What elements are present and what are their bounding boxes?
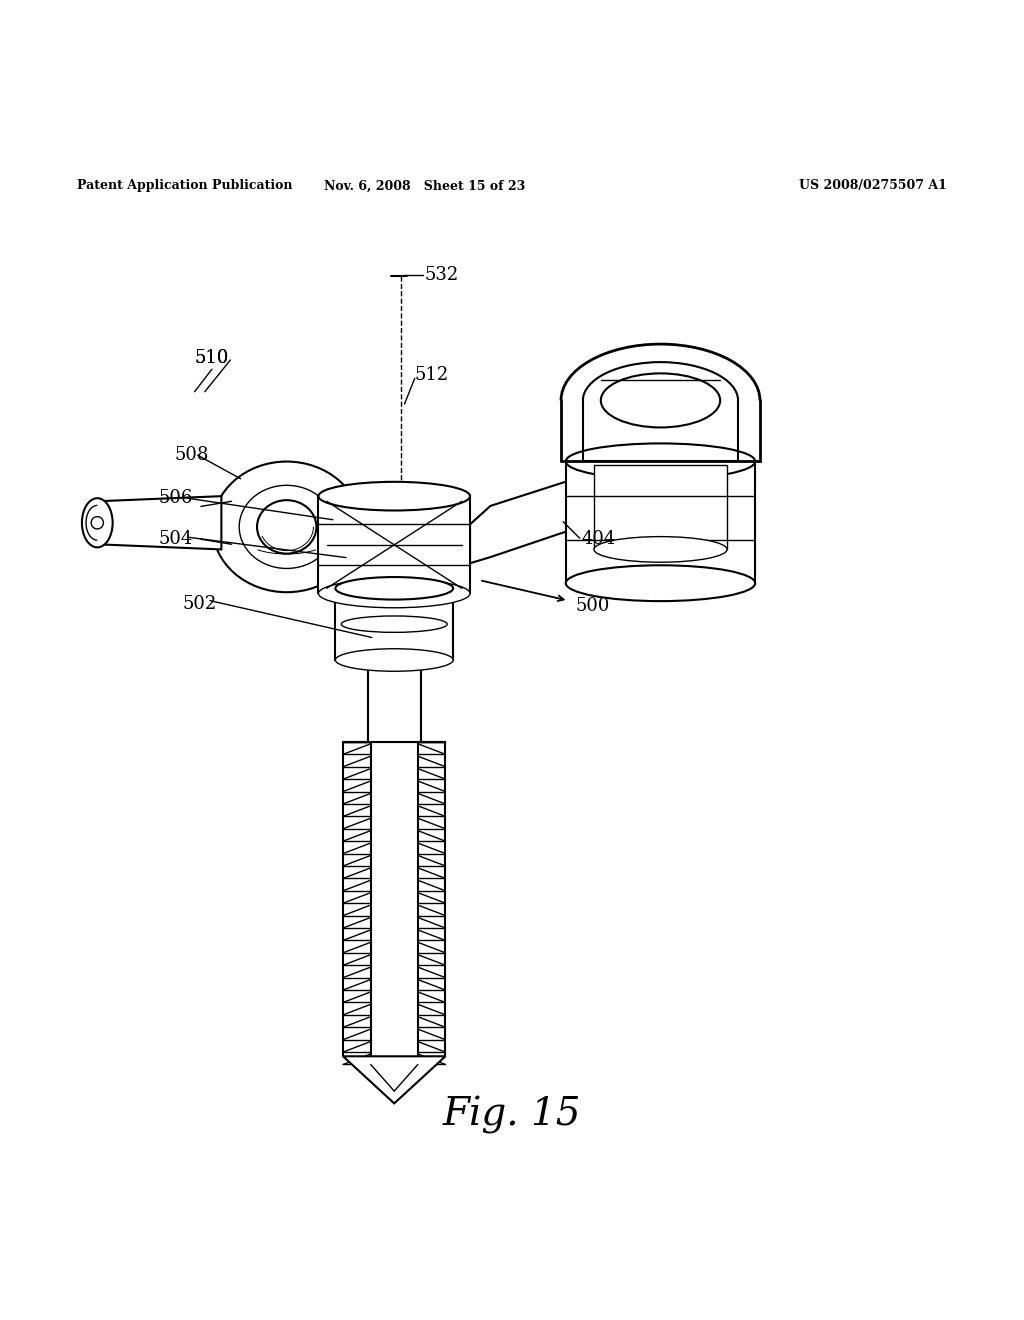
Text: 512: 512 — [415, 367, 449, 384]
Text: 404: 404 — [582, 531, 615, 548]
Text: 500: 500 — [575, 597, 610, 615]
Text: 532: 532 — [425, 265, 459, 284]
Ellipse shape — [336, 648, 453, 672]
Polygon shape — [368, 660, 421, 742]
Ellipse shape — [594, 537, 727, 562]
Polygon shape — [565, 462, 756, 583]
Ellipse shape — [341, 616, 447, 632]
Polygon shape — [318, 496, 470, 594]
Ellipse shape — [336, 577, 453, 599]
Text: 506: 506 — [159, 490, 194, 507]
Polygon shape — [470, 455, 620, 564]
Text: US 2008/0275507 A1: US 2008/0275507 A1 — [800, 180, 947, 193]
Text: 510: 510 — [195, 348, 229, 367]
Ellipse shape — [565, 565, 756, 601]
Ellipse shape — [318, 482, 470, 511]
Text: 504: 504 — [159, 531, 193, 548]
Ellipse shape — [213, 462, 361, 593]
Ellipse shape — [318, 579, 470, 607]
Text: 508: 508 — [174, 446, 209, 465]
Ellipse shape — [565, 444, 756, 479]
Ellipse shape — [240, 486, 334, 569]
Polygon shape — [97, 496, 221, 549]
Text: 502: 502 — [182, 595, 216, 612]
Ellipse shape — [257, 500, 316, 553]
Ellipse shape — [82, 498, 113, 548]
Polygon shape — [594, 466, 727, 549]
Polygon shape — [336, 589, 453, 660]
Ellipse shape — [601, 374, 720, 428]
Ellipse shape — [91, 516, 103, 529]
Polygon shape — [343, 1056, 445, 1104]
Text: Nov. 6, 2008   Sheet 15 of 23: Nov. 6, 2008 Sheet 15 of 23 — [325, 180, 525, 193]
Text: Patent Application Publication: Patent Application Publication — [77, 180, 292, 193]
Text: Fig. 15: Fig. 15 — [442, 1096, 582, 1134]
Text: 510: 510 — [195, 348, 229, 367]
Polygon shape — [303, 513, 346, 564]
